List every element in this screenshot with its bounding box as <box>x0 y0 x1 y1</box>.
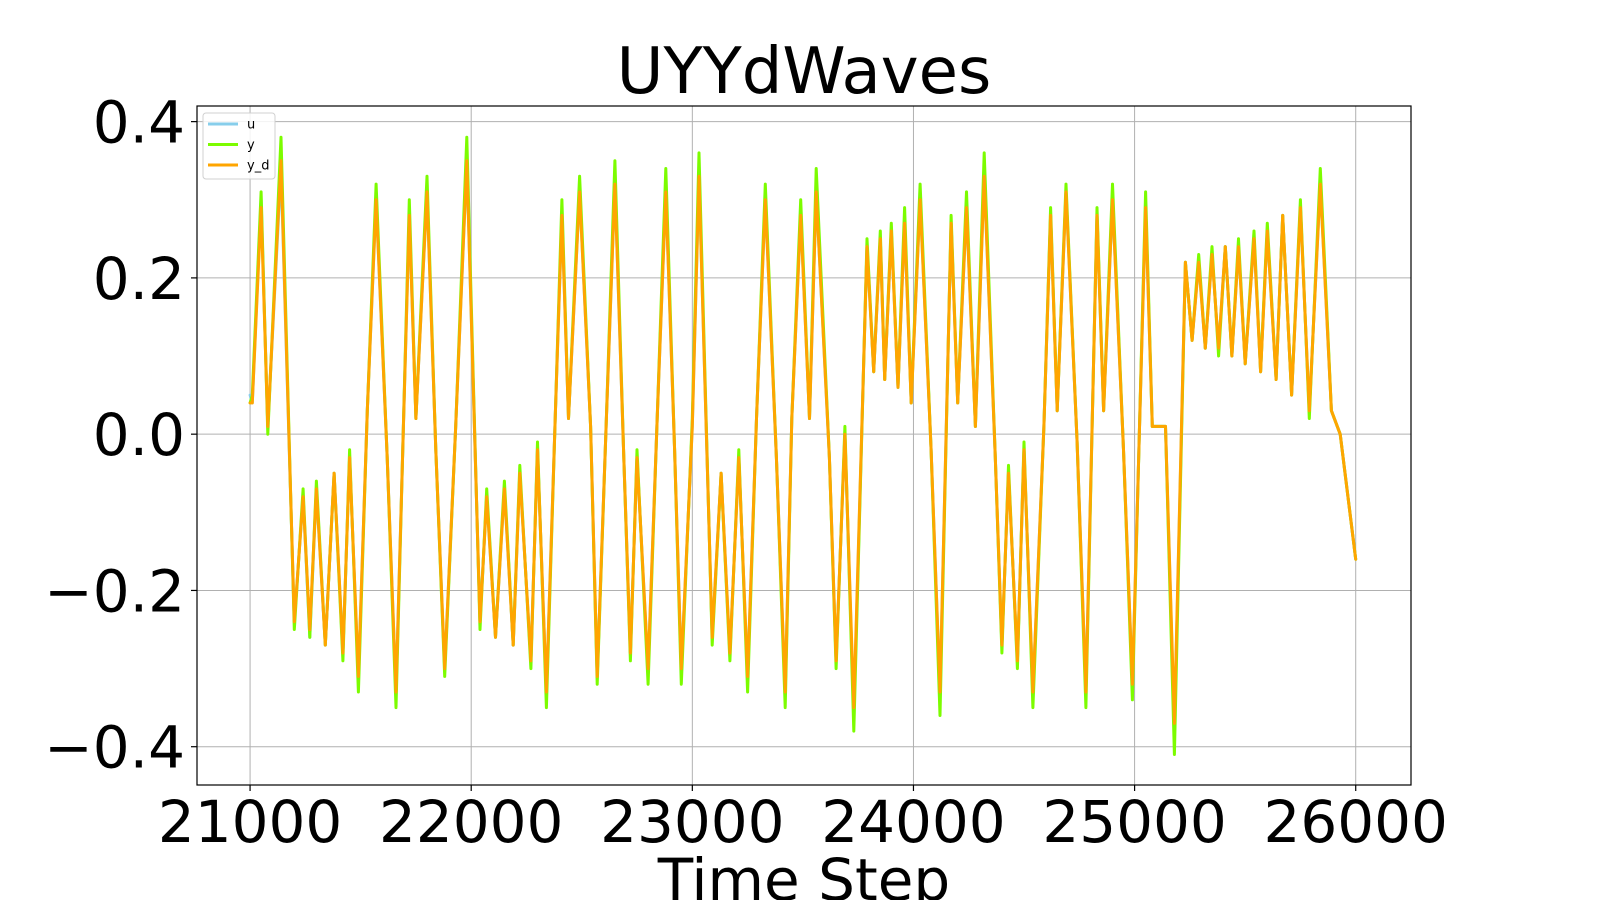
legend-box <box>202 112 276 180</box>
x-tick-label: 23000 <box>600 788 785 856</box>
x-axis-ticks: 21000 22000 23000 24000 25000 26000 <box>158 785 1448 856</box>
legend-label: y <box>247 138 255 153</box>
x-tick-label: 22000 <box>379 788 564 856</box>
x-tick-label: 26000 <box>1263 788 1448 856</box>
x-tick-label: 21000 <box>158 788 343 856</box>
plot-frame <box>196 105 1412 786</box>
series-layer <box>248 135 1358 756</box>
series-line-y-d <box>248 159 1358 725</box>
grid <box>197 106 1411 785</box>
x-tick-label: 24000 <box>821 788 1006 856</box>
legend: uy y_d <box>202 112 276 180</box>
y-axis-ticks: 0.4 0.2 0.0 −0.2 −0.4 <box>44 89 197 782</box>
y-tick-label: 0.4 <box>93 89 185 157</box>
legend-label: u <box>247 118 255 133</box>
series-line-y <box>248 135 1358 756</box>
y-tick-label: −0.2 <box>44 557 185 625</box>
chart-title: UYYdWaves <box>617 35 992 109</box>
y-tick-label: 0.0 <box>93 401 185 469</box>
x-axis-label: Time Step <box>657 846 950 900</box>
x-tick-label: 25000 <box>1042 788 1227 856</box>
y-tick-label: −0.4 <box>44 714 185 782</box>
y-tick-label: 0.2 <box>93 245 185 313</box>
legend-label: y_d <box>247 159 269 174</box>
